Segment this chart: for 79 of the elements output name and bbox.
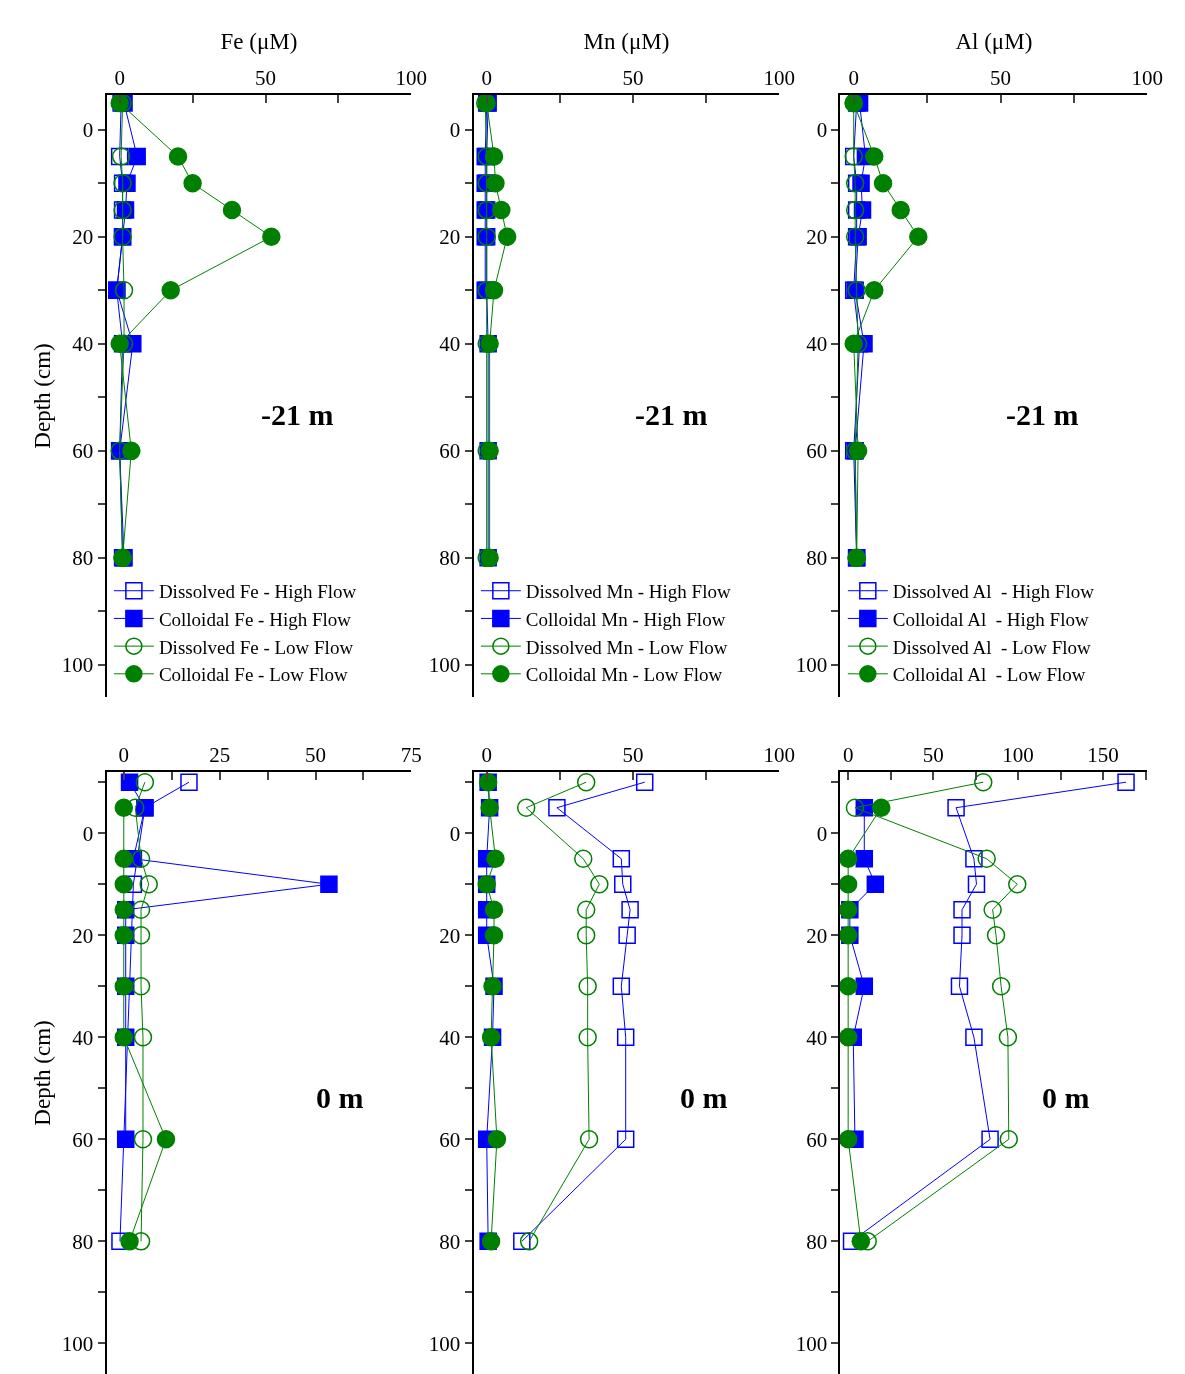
annotation: 0 m [316,1081,364,1114]
y-tick-label: 20 [72,923,94,948]
x-tick-label: 150 [1087,742,1119,767]
x-tick-label: 50 [305,742,327,767]
x-tick-label: 100 [763,65,796,90]
y-tick-label: 100 [428,1331,461,1356]
y-tick-label: 40 [72,332,94,357]
y-tick-label: 20 [806,225,828,250]
y-tick-label: 0 [449,118,461,143]
legend-label: Dissolved Al - High Flow [892,581,1095,603]
legend-label: Colloidal Fe - Low Flow [158,664,349,686]
y-axis-title: Depth (cm) [29,343,55,449]
x-tick-label: 50 [990,65,1012,90]
legend-label: Colloidal Mn - Low Flow [525,664,723,686]
x-tick-label: 100 [395,65,428,90]
annotation: -21 m [1006,398,1079,431]
y-tick-label: 20 [439,923,461,948]
y-tick-label: 60 [72,439,94,464]
x-tick-label: 100 [1002,742,1034,767]
y-axis-title: Depth (cm) [29,1020,55,1126]
x-axis-title: Mn (μM) [583,28,670,54]
legend-label: Colloidal Al - High Flow [892,608,1089,630]
x-tick-label: 0 [842,742,854,767]
y-tick-label: 80 [439,546,461,571]
x-tick-label: 50 [622,65,644,90]
x-axis-title: Al (μM) [955,28,1033,54]
y-tick-label: 40 [806,332,828,357]
x-tick-label: 0 [481,65,492,90]
x-tick-label: 50 [922,742,944,767]
y-tick-label: 0 [449,821,461,846]
y-tick-label: 100 [61,653,94,678]
y-tick-label: 20 [72,225,94,250]
y-tick-label: 20 [806,923,828,948]
annotation: 0 m [1042,1081,1090,1114]
legend-label: Dissolved Fe - Low Flow [158,636,354,658]
legend-label: Dissolved Mn - Low Flow [525,636,728,658]
y-tick-label: 40 [806,1025,828,1050]
y-tick-label: 60 [806,1127,828,1152]
annotation: -21 m [261,398,334,431]
x-tick-label: 25 [209,742,231,767]
y-tick-label: 100 [795,653,828,678]
y-tick-label: 0 [82,821,94,846]
y-tick-label: 100 [795,1331,828,1356]
y-tick-label: 80 [806,1229,828,1254]
legend-label: Colloidal Al - Low Flow [892,664,1086,686]
x-tick-label: 100 [763,742,796,767]
y-tick-label: 60 [439,439,461,464]
legend-label: Dissolved Mn - High Flow [525,581,731,603]
y-tick-label: 80 [439,1229,461,1254]
y-tick-label: 0 [82,118,94,143]
x-tick-label: 0 [481,742,492,767]
y-tick-label: 40 [439,1025,461,1050]
y-tick-label: 100 [428,653,461,678]
y-tick-label: 0 [816,821,828,846]
x-tick-label: 50 [255,65,277,90]
x-axis-title: Fe (μM) [220,28,298,54]
y-tick-label: 0 [816,118,828,143]
y-tick-label: 40 [439,332,461,357]
y-tick-label: 100 [61,1331,94,1356]
y-tick-label: 60 [806,439,828,464]
y-tick-label: 20 [439,225,461,250]
y-tick-label: 60 [439,1127,461,1152]
x-tick-label: 0 [848,65,859,90]
annotation: -21 m [635,398,708,431]
x-tick-label: 100 [1131,65,1164,90]
y-tick-label: 80 [806,546,828,571]
legend-label: Dissolved Fe - High Flow [158,581,357,603]
y-tick-label: 80 [72,546,94,571]
legend-label: Colloidal Mn - High Flow [525,608,726,630]
x-tick-label: 75 [400,742,422,767]
x-tick-label: 0 [118,742,130,767]
annotation: 0 m [680,1081,728,1114]
legend-label: Colloidal Fe - High Flow [158,608,352,630]
x-tick-label: 0 [114,65,125,90]
x-tick-label: 50 [622,742,644,767]
y-tick-label: 80 [72,1229,94,1254]
y-tick-label: 60 [72,1127,94,1152]
legend-label: Dissolved Al - Low Flow [892,636,1092,658]
y-tick-label: 40 [72,1025,94,1050]
